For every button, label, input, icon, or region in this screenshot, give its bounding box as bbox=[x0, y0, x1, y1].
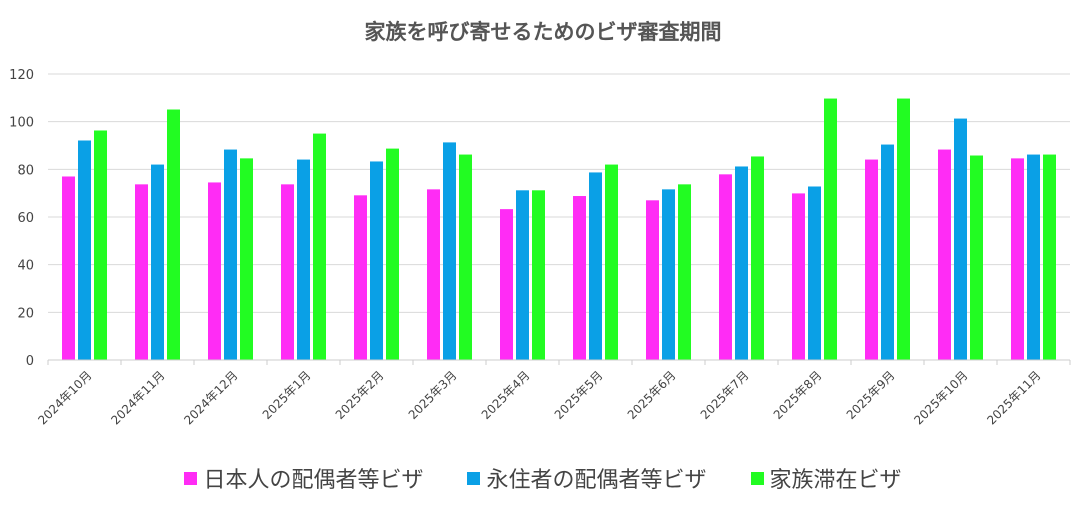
bar bbox=[808, 186, 821, 360]
x-tick-label: 2024年11月 bbox=[108, 368, 167, 427]
bar bbox=[78, 140, 91, 360]
chart-title: 家族を呼び寄せるためのビザ審査期間 bbox=[364, 20, 722, 44]
bar bbox=[532, 190, 545, 360]
bar bbox=[573, 196, 586, 360]
bar bbox=[370, 161, 383, 360]
bar bbox=[1011, 158, 1024, 360]
legend-swatch bbox=[467, 471, 481, 485]
y-tick-label: 0 bbox=[26, 354, 34, 369]
bar bbox=[735, 166, 748, 360]
x-tick-label: 2025年6月 bbox=[625, 368, 679, 422]
bar bbox=[500, 209, 513, 360]
bar bbox=[662, 189, 675, 360]
bar bbox=[516, 190, 529, 360]
bar bbox=[1027, 154, 1040, 360]
bar bbox=[135, 184, 148, 360]
x-tick-label: 2025年11月 bbox=[984, 368, 1043, 427]
bar bbox=[386, 148, 399, 360]
x-tick-label: 2025年1月 bbox=[260, 368, 314, 422]
bar bbox=[151, 164, 164, 360]
bar bbox=[208, 182, 221, 360]
x-tick-label: 2025年4月 bbox=[479, 368, 533, 422]
bar bbox=[792, 193, 805, 360]
bar bbox=[881, 144, 894, 360]
x-tick-label: 2024年12月 bbox=[181, 368, 240, 427]
legend-item: 永住者の配偶者等ビザ bbox=[467, 462, 707, 494]
bar bbox=[443, 142, 456, 360]
bar bbox=[719, 174, 732, 360]
x-tick-label: 2025年5月 bbox=[552, 368, 606, 422]
bar bbox=[297, 159, 310, 360]
bar bbox=[224, 149, 237, 360]
y-tick-label: 80 bbox=[17, 163, 34, 178]
bar bbox=[94, 130, 107, 360]
bar bbox=[938, 149, 951, 360]
bar bbox=[354, 195, 367, 360]
bar bbox=[646, 200, 659, 360]
x-tick-label: 2025年8月 bbox=[771, 368, 825, 422]
bar bbox=[824, 98, 837, 360]
x-tick-label: 2024年10月 bbox=[35, 368, 94, 427]
legend-item: 日本人の配偶者等ビザ bbox=[184, 462, 423, 494]
bar bbox=[897, 98, 910, 360]
legend-label: 日本人の配偶者等ビザ bbox=[203, 468, 424, 493]
bar bbox=[970, 155, 983, 360]
legend: 日本人の配偶者等ビザ 永住者の配偶者等ビザ 家族滞在ビザ bbox=[0, 462, 1086, 494]
y-tick-label: 40 bbox=[17, 259, 34, 274]
bar bbox=[605, 164, 618, 360]
bar bbox=[751, 156, 764, 360]
bar bbox=[589, 172, 602, 360]
x-tick-label: 2025年2月 bbox=[333, 368, 387, 422]
bar bbox=[678, 184, 691, 360]
x-tick-label: 2025年7月 bbox=[698, 368, 752, 422]
bar bbox=[62, 176, 75, 360]
bar bbox=[313, 133, 326, 360]
x-tick-label: 2025年10月 bbox=[911, 368, 970, 427]
y-tick-label: 20 bbox=[17, 306, 34, 321]
legend-item: 家族滞在ビザ bbox=[750, 462, 902, 494]
legend-swatch bbox=[184, 471, 198, 485]
y-tick-label: 100 bbox=[9, 116, 34, 131]
bar bbox=[954, 118, 967, 361]
bar bbox=[281, 184, 294, 360]
legend-label: 家族滞在ビザ bbox=[769, 468, 902, 493]
y-tick-label: 60 bbox=[17, 211, 34, 226]
x-tick-label: 2025年9月 bbox=[844, 368, 898, 422]
legend-swatch bbox=[750, 471, 764, 485]
bar bbox=[865, 159, 878, 360]
bar bbox=[167, 109, 180, 361]
bar bbox=[1043, 154, 1056, 360]
x-tick-label: 2025年3月 bbox=[406, 368, 460, 422]
bar bbox=[459, 154, 472, 360]
y-tick-label: 120 bbox=[9, 68, 34, 83]
legend-label: 永住者の配偶者等ビザ bbox=[486, 468, 707, 493]
bar bbox=[240, 158, 253, 360]
bar bbox=[427, 189, 440, 360]
